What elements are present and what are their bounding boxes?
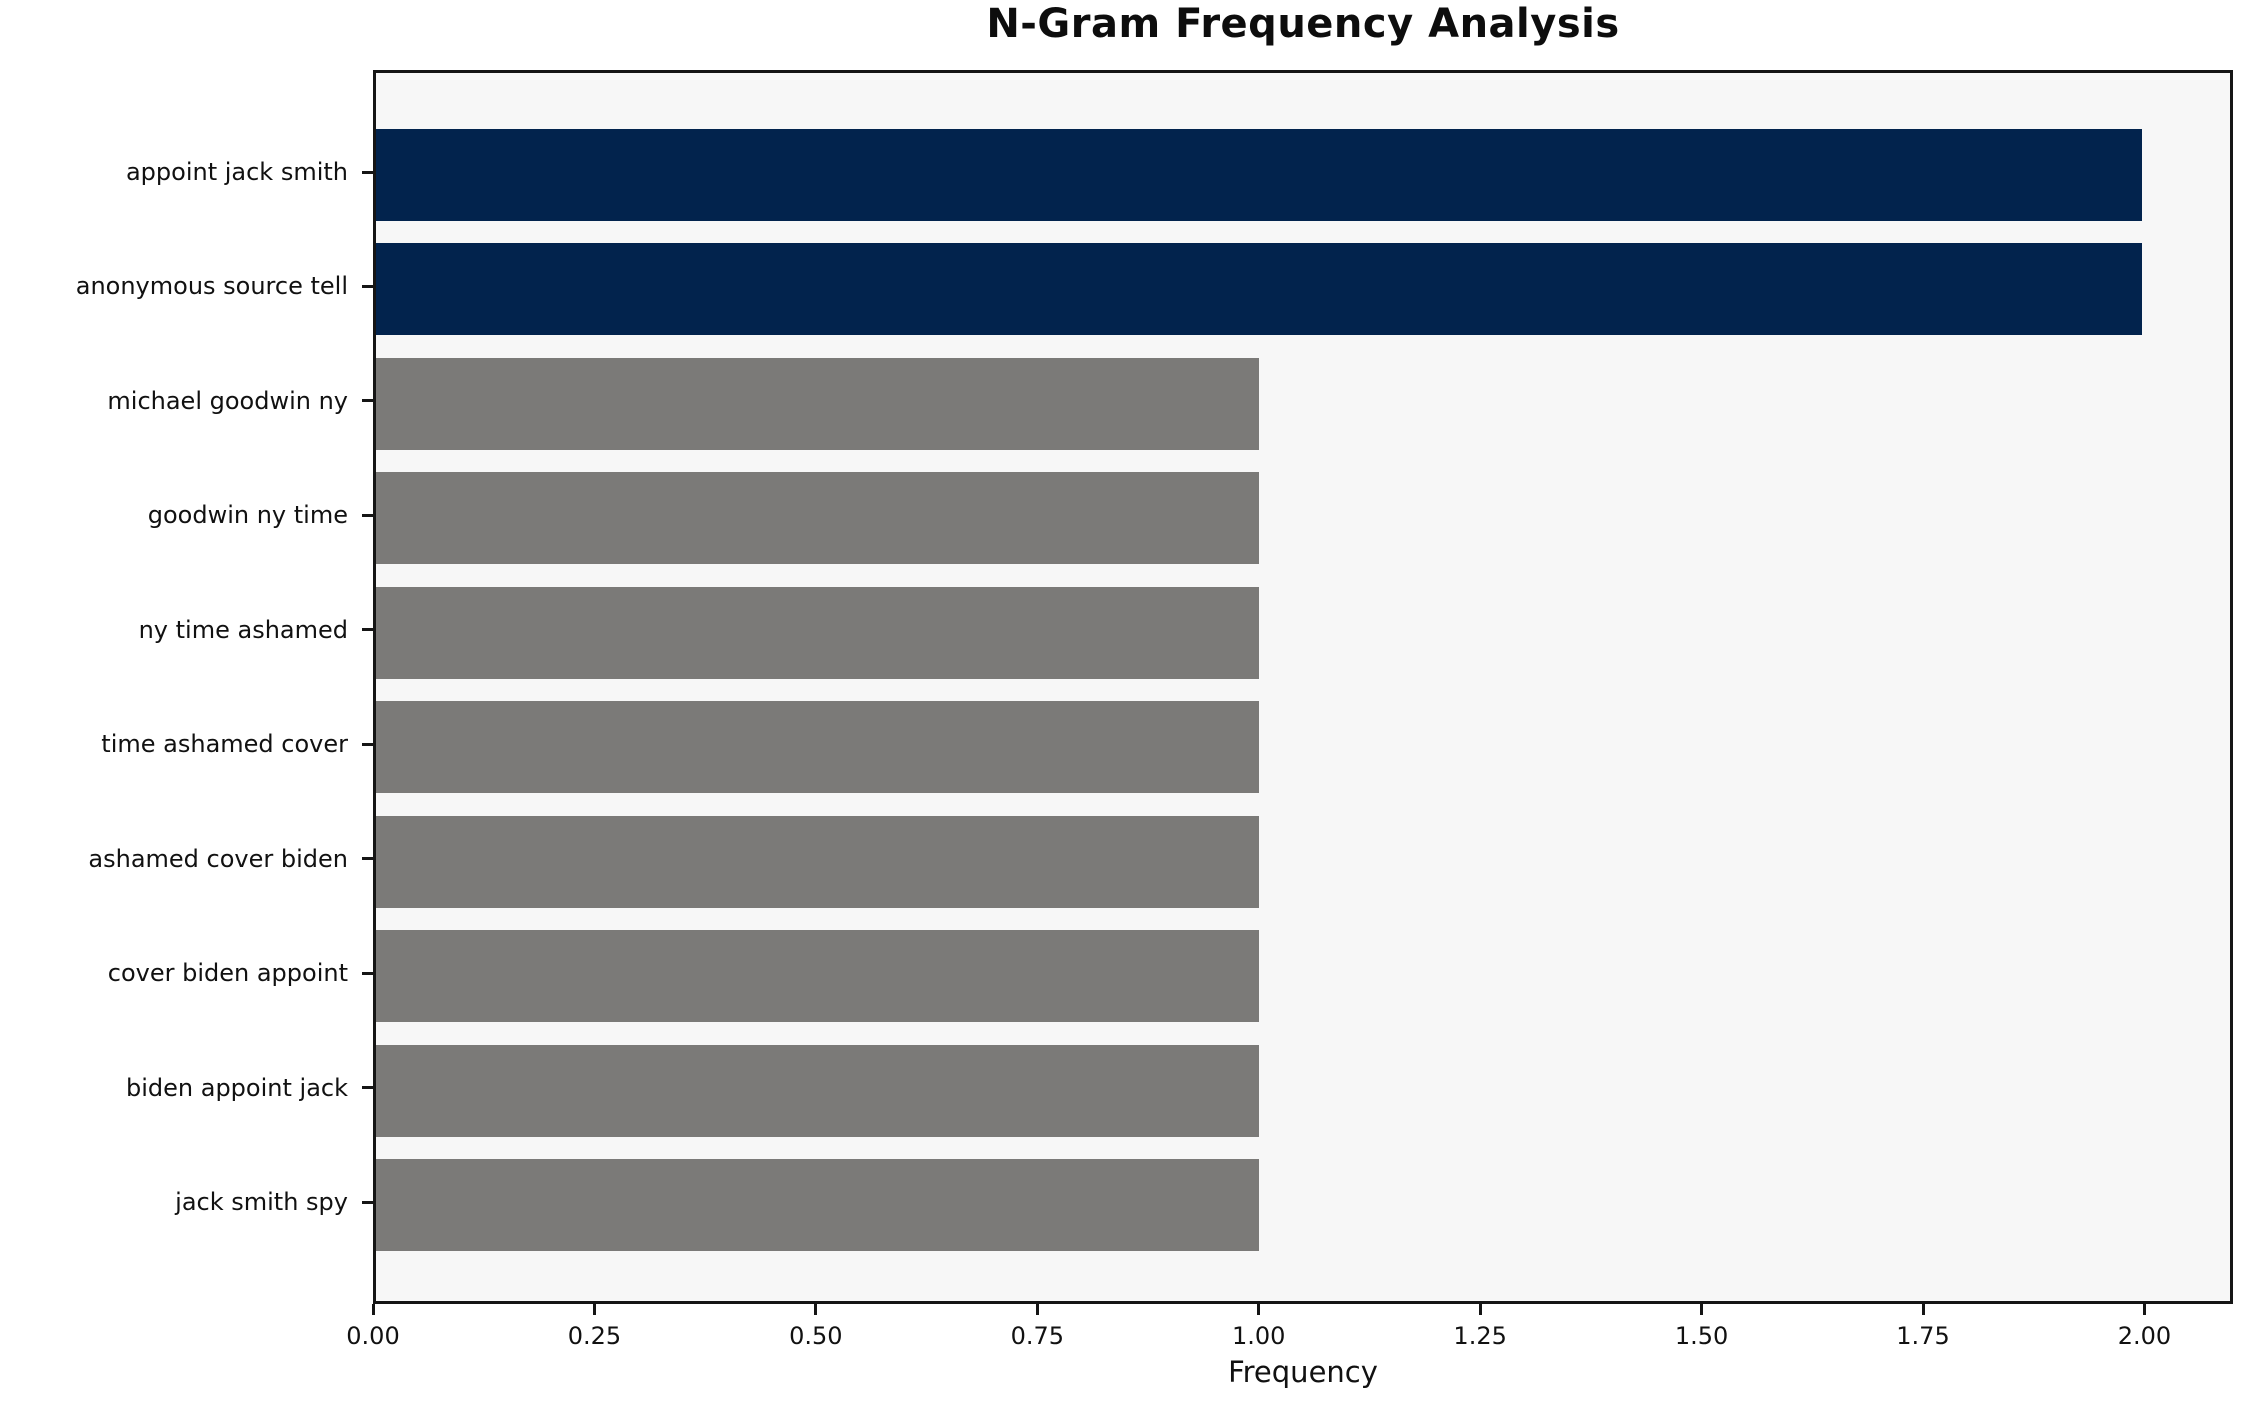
bar [376,129,2142,221]
x-tick-label: 0.00 [346,1322,400,1350]
y-tick-mark [362,513,373,517]
x-tick-label: 1.75 [1896,1322,1950,1350]
bar [376,1159,1259,1251]
bar [376,930,1259,1023]
y-tick-label: michael goodwin ny [107,386,348,415]
bar [376,815,1259,908]
bar [376,357,1259,450]
y-tick-label: goodwin ny time [147,501,348,530]
y-tick-label: appoint jack smith [125,158,348,186]
y-tick-label: ny time ashamed [138,615,348,644]
x-tick-label: 0.50 [789,1322,843,1350]
x-tick-label: 1.50 [1674,1322,1729,1350]
x-tick-mark [1257,1304,1261,1315]
y-tick-mark [362,1086,373,1090]
x-tick-mark [1035,1304,1039,1315]
x-tick-label: 1.25 [1453,1322,1507,1350]
x-tick-mark [1921,1304,1925,1315]
chart-title: N-Gram Frequency Analysis [986,1,1620,47]
x-tick-label: 0.25 [567,1322,622,1350]
x-tick-label: 0.75 [1010,1322,1064,1350]
x-tick-label: 1.00 [1231,1322,1286,1350]
y-tick-mark [362,170,373,174]
y-tick-mark [362,857,373,861]
bar [376,586,1259,679]
y-tick-label: time ashamed cover [101,730,348,759]
y-tick-mark [362,742,373,746]
bar [376,243,2142,336]
x-tick-mark [2142,1304,2146,1315]
x-tick-mark [1700,1304,1704,1315]
y-tick-label: biden appoint jack [126,1073,348,1102]
plot-area [373,70,2233,1304]
bar [376,701,1259,794]
x-tick-mark [371,1304,375,1315]
y-tick-label: jack smith spy [175,1188,348,1216]
bar [376,1044,1259,1137]
y-tick-mark [362,399,373,403]
y-tick-mark [362,1200,373,1204]
y-tick-label: anonymous source tell [75,272,348,301]
x-tick-mark [814,1304,818,1315]
x-tick-label: 2.00 [2117,1322,2172,1350]
y-tick-mark [362,971,373,975]
y-tick-mark [362,284,373,288]
y-tick-label: ashamed cover biden [88,844,348,873]
y-tick-mark [362,628,373,632]
x-tick-mark [592,1304,596,1315]
x-tick-mark [1478,1304,1482,1315]
y-tick-label: cover biden appoint [107,959,348,988]
bar [376,472,1259,565]
x-axis-label: Frequency [1228,1355,1378,1389]
